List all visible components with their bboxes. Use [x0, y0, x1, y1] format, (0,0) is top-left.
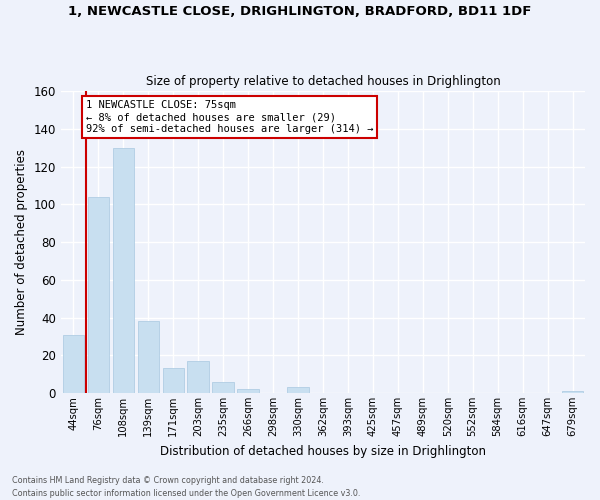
Bar — [88, 196, 109, 393]
Title: Size of property relative to detached houses in Drighlington: Size of property relative to detached ho… — [146, 76, 500, 88]
Y-axis label: Number of detached properties: Number of detached properties — [15, 149, 28, 335]
Bar — [62, 334, 84, 393]
Text: 1 NEWCASTLE CLOSE: 75sqm
← 8% of detached houses are smaller (29)
92% of semi-de: 1 NEWCASTLE CLOSE: 75sqm ← 8% of detache… — [86, 100, 373, 134]
Bar — [212, 382, 233, 393]
Text: 1, NEWCASTLE CLOSE, DRIGHLINGTON, BRADFORD, BD11 1DF: 1, NEWCASTLE CLOSE, DRIGHLINGTON, BRADFO… — [68, 5, 532, 18]
Bar — [113, 148, 134, 393]
Bar — [562, 391, 583, 393]
Bar — [163, 368, 184, 393]
Bar — [137, 322, 159, 393]
Text: Contains HM Land Registry data © Crown copyright and database right 2024.
Contai: Contains HM Land Registry data © Crown c… — [12, 476, 361, 498]
Bar — [238, 389, 259, 393]
Bar — [187, 361, 209, 393]
Bar — [287, 388, 308, 393]
X-axis label: Distribution of detached houses by size in Drighlington: Distribution of detached houses by size … — [160, 444, 486, 458]
